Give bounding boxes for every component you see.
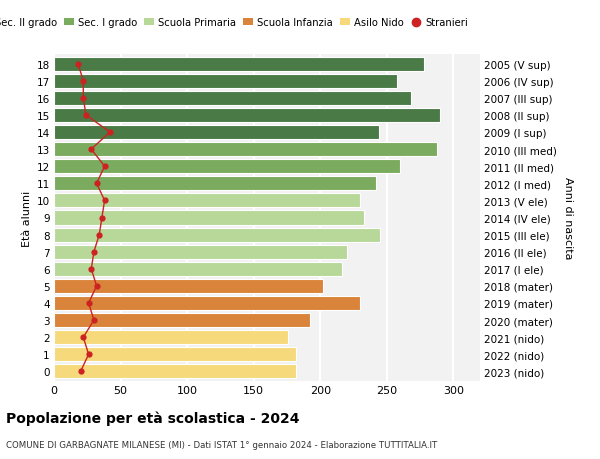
Legend: Sec. II grado, Sec. I grado, Scuola Primaria, Scuola Infanzia, Asilo Nido, Stran: Sec. II grado, Sec. I grado, Scuola Prim…	[0, 14, 472, 33]
Bar	[54, 364, 296, 379]
Bar	[54, 109, 440, 123]
Bar	[54, 177, 376, 191]
Bar	[54, 211, 364, 225]
Bar	[54, 228, 380, 242]
Bar	[54, 74, 397, 89]
Bar	[54, 262, 341, 276]
Text: Popolazione per età scolastica - 2024: Popolazione per età scolastica - 2024	[6, 411, 299, 425]
Bar	[54, 297, 360, 310]
Y-axis label: Età alunni: Età alunni	[22, 190, 32, 246]
Y-axis label: Anni di nascita: Anni di nascita	[563, 177, 572, 259]
Bar	[54, 194, 360, 208]
Bar	[54, 347, 296, 362]
Bar	[54, 92, 411, 106]
Bar	[54, 245, 347, 259]
Bar	[54, 160, 400, 174]
Bar	[54, 143, 437, 157]
Bar	[54, 126, 379, 140]
Bar	[54, 279, 323, 293]
Bar	[54, 313, 310, 327]
Text: COMUNE DI GARBAGNATE MILANESE (MI) - Dati ISTAT 1° gennaio 2024 - Elaborazione T: COMUNE DI GARBAGNATE MILANESE (MI) - Dat…	[6, 440, 437, 449]
Bar	[54, 57, 424, 72]
Bar	[54, 330, 289, 344]
